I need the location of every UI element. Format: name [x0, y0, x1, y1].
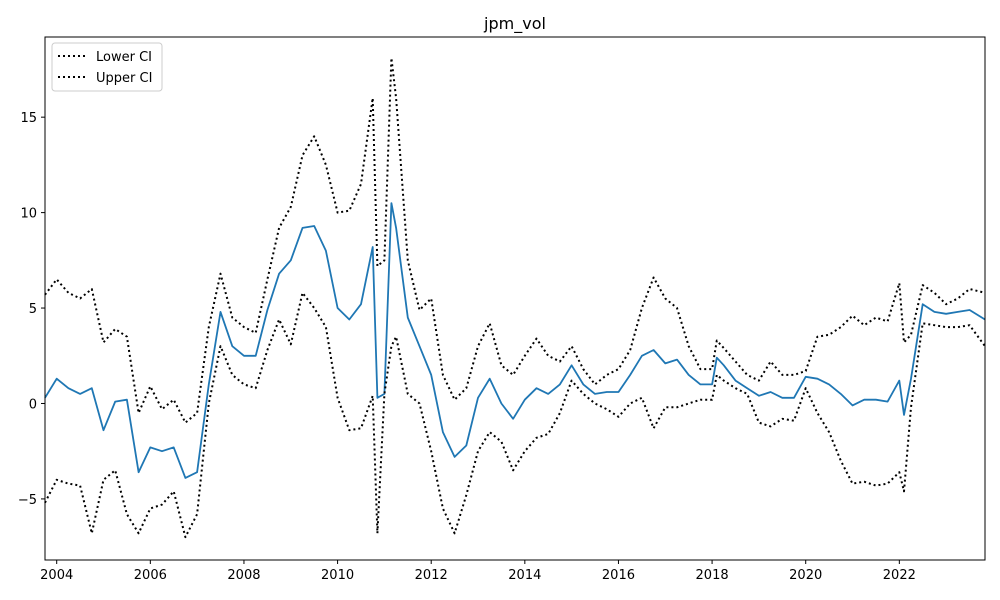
x-tick-label: 2018 [696, 568, 729, 583]
legend-label: Lower CI [96, 50, 152, 65]
x-tick-label: 2006 [134, 568, 167, 583]
y-tick-label: −5 [18, 493, 37, 508]
series-line-lower-ci [44, 291, 986, 539]
y-tick-label: 10 [20, 207, 37, 222]
x-tick-label: 2010 [321, 568, 354, 583]
legend-label: Upper CI [96, 71, 152, 86]
y-tick-label: 0 [29, 397, 37, 412]
y-axis: −5 0 5 10 15 [18, 111, 45, 508]
x-tick-label: 2004 [40, 568, 73, 583]
x-tick-label: 2012 [415, 568, 448, 583]
plot-area [44, 57, 986, 539]
plot-frame [44, 36, 986, 561]
x-tick-label: 2022 [883, 568, 916, 583]
series-line-upper-ci [44, 57, 986, 424]
x-tick-label: 2014 [508, 568, 541, 583]
x-tick-label: 2020 [789, 568, 822, 583]
legend: Lower CI Upper CI [51, 42, 163, 92]
y-tick-label: 5 [29, 302, 37, 317]
y-tick-label: 15 [20, 111, 37, 126]
chart-title: jpm_vol [483, 14, 546, 34]
x-axis: 2004 2006 2008 2010 2012 2014 2016 2018 2020 2022 [40, 560, 916, 583]
x-tick-label: 2008 [227, 568, 260, 583]
x-tick-label: 2016 [602, 568, 635, 583]
series-line-main [44, 202, 986, 479]
